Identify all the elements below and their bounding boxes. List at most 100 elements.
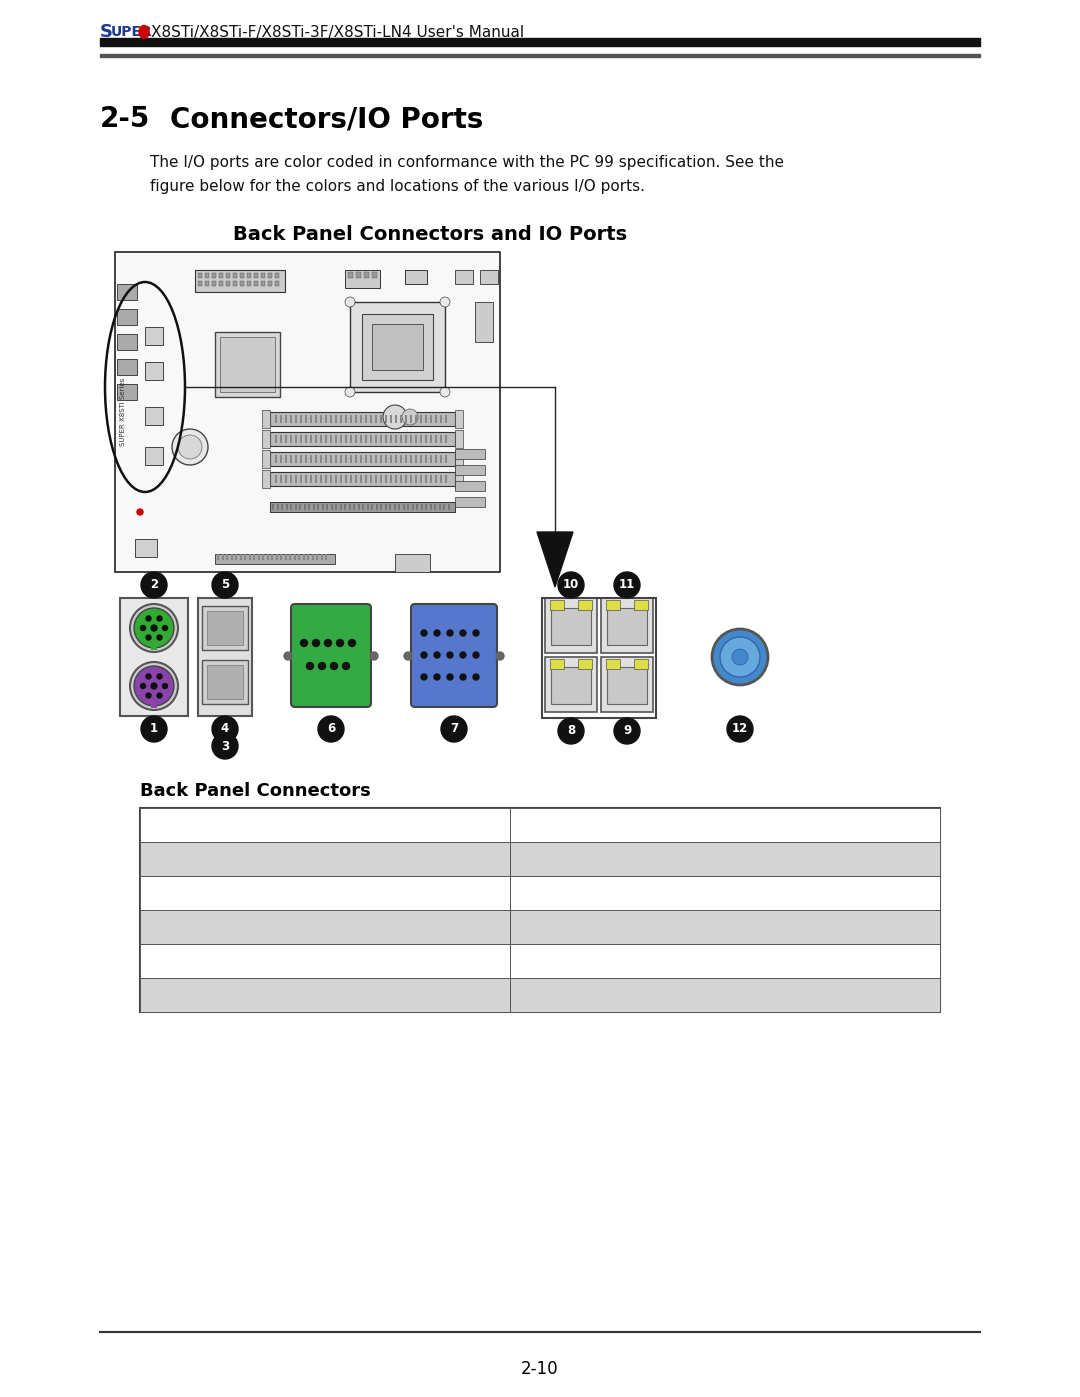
Bar <box>145 327 163 345</box>
Bar <box>205 281 210 286</box>
Circle shape <box>404 652 411 659</box>
Bar <box>307 555 309 560</box>
Bar <box>353 504 355 510</box>
Bar <box>455 448 485 460</box>
Circle shape <box>558 571 584 598</box>
Bar <box>145 362 163 380</box>
Bar <box>284 555 286 560</box>
Bar <box>207 610 243 645</box>
Bar <box>445 434 447 443</box>
Bar <box>426 434 427 443</box>
Bar <box>312 504 314 510</box>
Bar <box>117 359 137 374</box>
Circle shape <box>324 640 332 647</box>
Bar <box>262 555 264 560</box>
Bar <box>372 504 373 510</box>
Bar <box>440 455 442 462</box>
Bar <box>390 475 392 483</box>
Circle shape <box>137 509 143 515</box>
Bar <box>545 657 597 712</box>
Text: 6: 6 <box>327 722 335 735</box>
Bar <box>390 434 392 443</box>
Bar <box>315 415 318 423</box>
Text: 10. LAN3 (X8STi-LN4): 10. LAN3 (X8STi-LN4) <box>528 919 692 935</box>
Bar <box>510 842 940 876</box>
Bar <box>411 504 414 510</box>
Bar <box>207 665 243 698</box>
Text: 5: 5 <box>221 578 229 591</box>
Text: Back Panel Connectors and IO Ports: Back Panel Connectors and IO Ports <box>233 225 627 244</box>
Bar <box>365 475 367 483</box>
Bar <box>262 450 270 468</box>
Bar <box>117 309 137 326</box>
Bar <box>295 434 297 443</box>
Text: Connectors/IO Ports: Connectors/IO Ports <box>170 105 484 133</box>
Bar <box>395 455 397 462</box>
Bar <box>420 475 422 483</box>
Bar <box>117 284 137 300</box>
Bar <box>220 337 275 393</box>
Bar <box>294 555 296 560</box>
Circle shape <box>383 405 407 429</box>
Bar <box>440 415 442 423</box>
Bar <box>357 504 360 510</box>
Bar <box>435 415 437 423</box>
Bar <box>335 475 337 483</box>
Bar <box>117 384 137 400</box>
Bar <box>262 409 270 427</box>
Circle shape <box>157 673 162 679</box>
Bar <box>455 270 473 284</box>
Bar <box>365 434 367 443</box>
Bar <box>335 434 337 443</box>
Bar <box>325 434 327 443</box>
Text: 11. LAN4 (X8STi-LN4): 11. LAN4 (X8STi-LN4) <box>528 954 692 968</box>
Bar <box>375 475 377 483</box>
Circle shape <box>141 717 167 742</box>
Circle shape <box>300 640 308 647</box>
Text: 12. Unit Identifier (UID) Switch: 12. Unit Identifier (UID) Switch <box>528 988 761 1003</box>
Bar <box>219 281 222 286</box>
Bar <box>340 455 342 462</box>
Bar <box>578 659 592 669</box>
Bar <box>455 469 463 488</box>
Bar <box>395 415 397 423</box>
Bar <box>320 434 322 443</box>
Bar <box>318 504 319 510</box>
Bar <box>395 555 430 571</box>
Bar <box>289 555 291 560</box>
Bar <box>380 415 382 423</box>
Circle shape <box>441 717 467 742</box>
Bar <box>375 455 377 462</box>
Circle shape <box>342 662 350 669</box>
Bar <box>280 415 282 423</box>
Circle shape <box>496 652 504 659</box>
Bar <box>240 555 242 560</box>
Text: 10: 10 <box>563 578 579 591</box>
Bar <box>370 455 372 462</box>
Bar <box>345 455 347 462</box>
Bar <box>607 608 647 645</box>
Bar <box>349 504 351 510</box>
Bar <box>384 475 387 483</box>
Circle shape <box>615 571 640 598</box>
Bar <box>345 270 380 288</box>
Bar <box>280 555 282 560</box>
Bar <box>360 415 362 423</box>
Circle shape <box>712 629 768 685</box>
Circle shape <box>447 673 453 680</box>
Bar <box>233 281 237 286</box>
Bar <box>455 465 485 475</box>
Bar <box>438 504 441 510</box>
Bar <box>578 599 592 610</box>
Bar <box>600 598 653 652</box>
Bar <box>300 475 302 483</box>
Circle shape <box>130 662 178 710</box>
Circle shape <box>447 652 453 658</box>
Bar <box>233 272 237 278</box>
Bar <box>370 475 372 483</box>
Circle shape <box>146 693 151 698</box>
Bar <box>400 455 402 462</box>
Bar <box>262 469 270 488</box>
Bar <box>247 281 251 286</box>
Bar <box>375 415 377 423</box>
